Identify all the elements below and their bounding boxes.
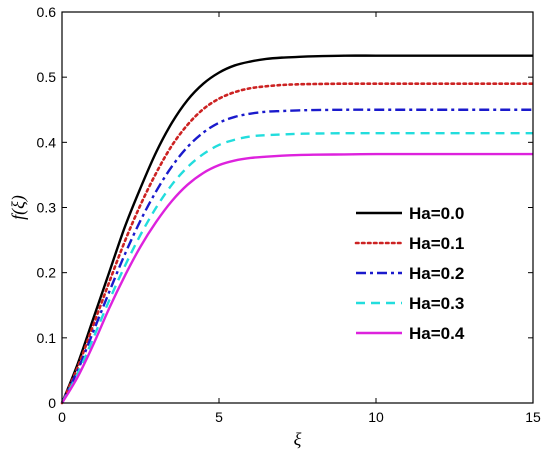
y-tick-label: 0.3	[37, 200, 57, 216]
y-tick-label: 0.4	[37, 134, 57, 150]
series-line-0	[60, 54, 533, 404]
tick-labels: 0 5 10 15 0 0.1 0.2 0.3 0.4 0.5 0.6	[37, 4, 541, 425]
series-line-3	[60, 131, 533, 404]
x-axis-label: ξ	[294, 429, 302, 449]
y-tick-label: 0	[48, 395, 56, 411]
series-line-2	[60, 108, 533, 404]
y-tick-label: 0.5	[37, 69, 57, 85]
y-tick-label: 0.6	[37, 4, 57, 20]
plot-frame	[61, 11, 534, 404]
legend-label-2: Ha=0.2	[409, 264, 464, 283]
series-line-4	[60, 152, 533, 404]
legend-label-4: Ha=0.4	[409, 324, 465, 343]
y-tick-label: 0.2	[37, 265, 57, 281]
x-tick-label: 0	[58, 409, 66, 425]
y-axis-label: f(ξ)	[8, 195, 29, 220]
series-line-1	[60, 82, 535, 405]
legend: Ha=0.0 Ha=0.1 Ha=0.2 Ha=0.3 Ha=0.4	[354, 204, 465, 343]
series-lines	[60, 54, 535, 405]
x-tick-label: 5	[215, 409, 223, 425]
legend-label-3: Ha=0.3	[409, 294, 464, 313]
legend-label-1: Ha=0.1	[409, 234, 464, 253]
legend-label-0: Ha=0.0	[409, 204, 464, 223]
y-tick-label: 0.1	[37, 330, 57, 346]
x-tick-label: 15	[525, 409, 541, 425]
x-tick-label: 10	[368, 409, 384, 425]
